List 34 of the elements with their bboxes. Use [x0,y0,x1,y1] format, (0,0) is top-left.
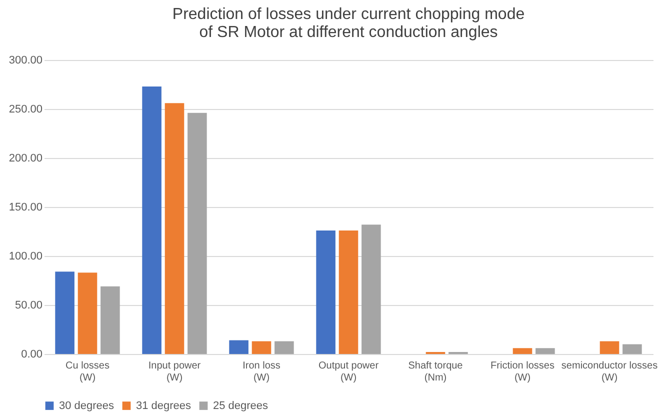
y-tick-label: 0.00 [21,348,42,360]
x-tick-label: Iron loss (W) [242,360,280,384]
bar [274,341,294,354]
bar [512,348,532,354]
bar [229,340,248,354]
bar [600,341,620,354]
bar [78,272,98,354]
bar [316,230,336,354]
bar [55,272,74,354]
y-tick-label: 250.00 [8,104,42,116]
x-tick-label: semiconductor losses (W) [561,360,658,384]
y-tick-label: 50.00 [14,300,42,312]
x-tick-label: Output power (W) [318,360,380,384]
bar [338,230,358,354]
x-tick-label: Input power (W) [148,360,202,384]
bar [188,112,207,354]
x-tick-label: Shaft torque (Nm) [408,360,464,384]
y-tick-label: 150.00 [8,202,42,214]
x-tick-label: Cu losses (W) [66,360,110,384]
legend-label: 25 degrees [213,400,269,412]
bar [164,103,184,354]
bar [252,341,272,354]
bar [536,348,555,354]
bar [622,344,642,354]
legend-label: 30 degrees [59,400,115,412]
bar [142,86,162,354]
x-tick-label: Friction losses (W) [490,360,554,384]
chart-title: Prediction of losses under current chopping mode of SR Motor at different conduction angles [172,6,525,41]
y-tick-label: 200.00 [8,152,42,164]
bar [100,286,120,354]
y-tick-label: 300.00 [8,54,42,66]
y-tick-label: 100.00 [8,250,42,262]
bar [362,224,381,354]
legend-label: 31 degrees [136,400,192,412]
